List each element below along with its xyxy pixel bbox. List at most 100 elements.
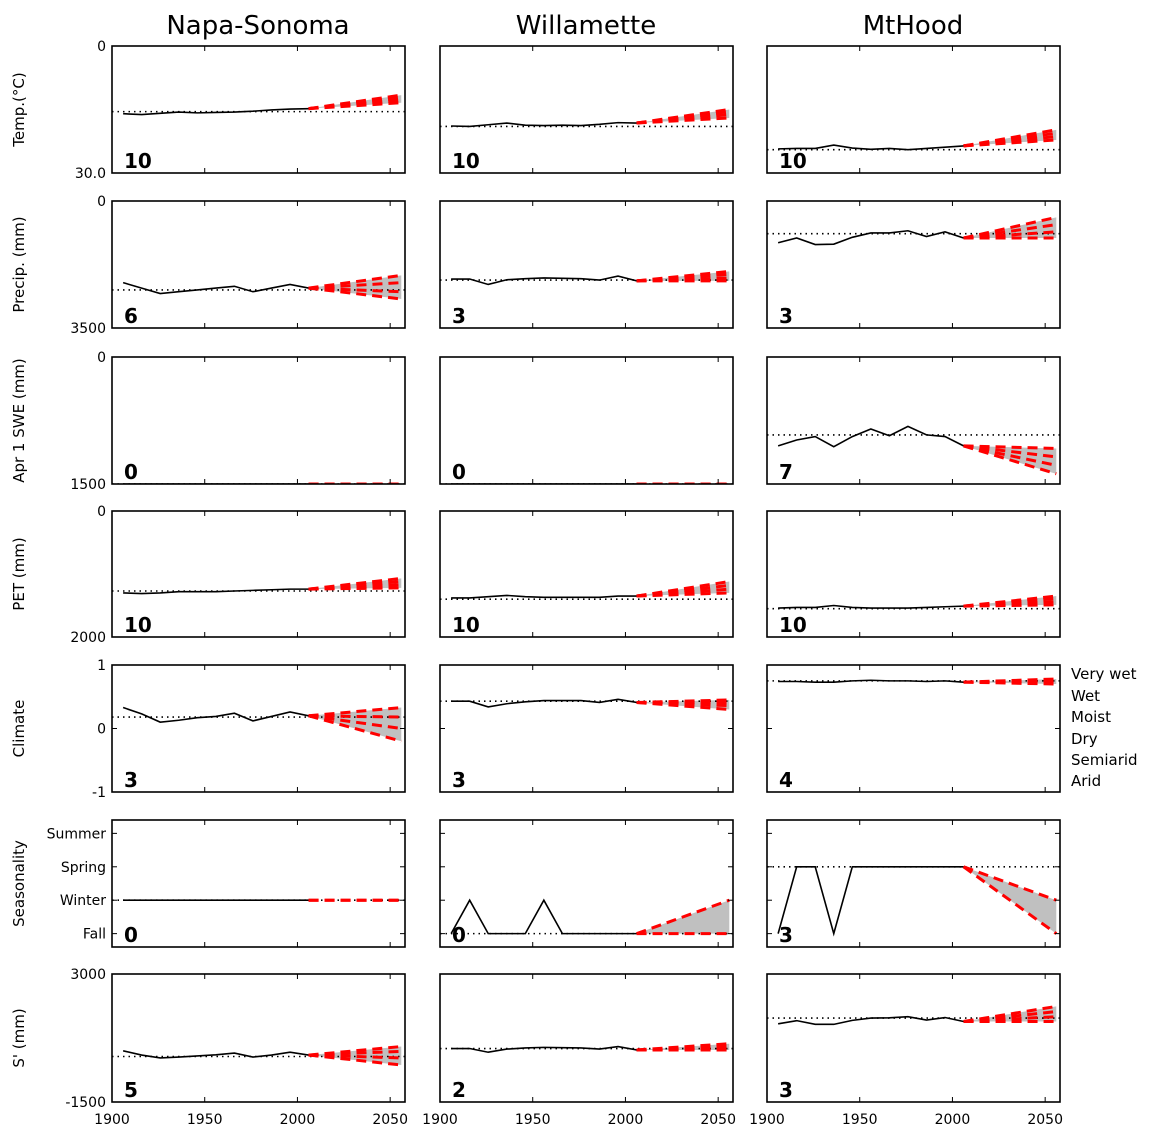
plot-area [112, 93, 405, 116]
projection-band [636, 581, 730, 597]
y-tick-label: -1 [92, 785, 106, 801]
historical-line [777, 425, 964, 448]
panel-1-1: 3 [439, 200, 734, 329]
column-title-willamette: Willamette [516, 11, 656, 41]
row-label-3: PET (mm) [10, 537, 28, 610]
plot-area [112, 1045, 405, 1067]
column-titles: Napa-Sonoma Willamette MtHood [166, 11, 963, 41]
y-tick-label: Fall [83, 927, 106, 943]
historical-line [451, 594, 637, 599]
panel-3-1: 10 [439, 510, 734, 638]
panel-frame [439, 510, 734, 638]
projection-line-0 [308, 714, 402, 743]
row-label-6: S' (mm) [10, 1008, 28, 1067]
plot-area [767, 215, 1060, 246]
y-tick-label: 0 [97, 504, 106, 520]
panel-frame [111, 973, 406, 1103]
panel-5-0: Summer Spring Winter Fall 0 [47, 819, 406, 948]
score-label: 0 [124, 923, 138, 947]
projection-band [963, 129, 1057, 146]
panel-0-2: 10 [766, 45, 1061, 174]
panel-1-0: 3500 0 6 [70, 194, 406, 337]
panel-6-1: 2 1900 1950 2000 2050 [422, 973, 736, 1128]
x-tick-label: 2050 [1027, 1112, 1063, 1128]
panel-frame [439, 200, 734, 329]
score-label: 0 [452, 923, 466, 947]
x-tick-label: 1900 [749, 1112, 785, 1128]
x-tick-label: 1950 [842, 1112, 878, 1128]
historical-line [122, 706, 309, 723]
historical-line [123, 107, 309, 116]
row-label-2: Apr 1 SWE (mm) [10, 358, 28, 483]
score-label: 4 [779, 768, 793, 792]
panel-0-0: 30.0 0 10 [75, 39, 406, 182]
x-tick-label: 2000 [935, 1112, 971, 1128]
panel-2-1: 0 [439, 356, 734, 485]
panel-frame [766, 973, 1061, 1103]
historical-line [778, 144, 964, 151]
plot-area [767, 677, 1060, 686]
plot-area [767, 865, 1060, 937]
projection-line-1 [963, 865, 1057, 902]
score-label: 6 [124, 304, 138, 328]
panel-frame [111, 819, 406, 948]
plot-area [112, 273, 405, 301]
panel-5-2: 3 [766, 819, 1061, 948]
panel-4-0: 1 0 -1 3 [92, 658, 406, 801]
climate-class-semiarid: Semiarid [1071, 751, 1138, 769]
historical-line [451, 698, 637, 708]
projection-line-3 [963, 444, 1057, 476]
x-tick-label: 2050 [700, 1112, 736, 1128]
x-tick-label: 1900 [94, 1112, 130, 1128]
score-label: 5 [124, 1078, 138, 1102]
x-tick-label: 1950 [515, 1112, 551, 1128]
score-label: 10 [779, 613, 807, 637]
panel-1-2: 3 [766, 200, 1061, 329]
projection-band [308, 95, 402, 109]
score-label: 7 [779, 460, 793, 484]
panel-frame [111, 510, 406, 638]
panel-frame [439, 973, 734, 1103]
historical-line [778, 604, 964, 609]
climate-class-wet: Wet [1071, 687, 1100, 705]
plot-area [767, 128, 1060, 151]
panel-frame [766, 819, 1061, 948]
historical-line [777, 1015, 964, 1026]
y-tick-label: 1500 [70, 477, 106, 493]
plot-area [440, 108, 733, 128]
panel-frame [111, 200, 406, 329]
column-title-mthood: MtHood [863, 11, 964, 41]
projection-line-0 [962, 865, 1058, 935]
historical-line [777, 229, 964, 246]
x-tick-label: 2000 [280, 1112, 316, 1128]
historical-line [122, 281, 309, 295]
panel-2-0: 1500 0 0 [70, 350, 406, 493]
panel-frame [766, 356, 1061, 485]
y-tick-label: 30.0 [75, 166, 106, 182]
x-tick-label: 1900 [422, 1112, 458, 1128]
score-label: 3 [779, 304, 793, 328]
climate-class-arid: Arid [1071, 772, 1101, 790]
plot-area [767, 425, 1060, 476]
historical-line [451, 121, 637, 128]
row-label-5: Seasonality [10, 840, 28, 927]
plot-area [112, 706, 405, 743]
panel-frame [766, 45, 1061, 174]
climate-class-labels: Very wet Wet Moist Dry Semiarid Arid [1071, 665, 1138, 790]
plot-area [440, 898, 733, 936]
projection-band [963, 596, 1057, 607]
historical-line [451, 275, 637, 286]
x-tick-label: 2000 [608, 1112, 644, 1128]
y-tick-label: 1 [97, 658, 106, 674]
row-label-4: Climate [10, 700, 28, 758]
y-tick-label: 3500 [70, 321, 106, 337]
y-tick-label: Spring [61, 860, 106, 876]
projection-line-1 [636, 898, 730, 936]
score-label: 3 [779, 1078, 793, 1102]
panel-frame [439, 664, 734, 793]
y-tick-label: 0 [97, 722, 106, 738]
score-label: 10 [452, 149, 480, 173]
projection-band [963, 866, 1057, 934]
